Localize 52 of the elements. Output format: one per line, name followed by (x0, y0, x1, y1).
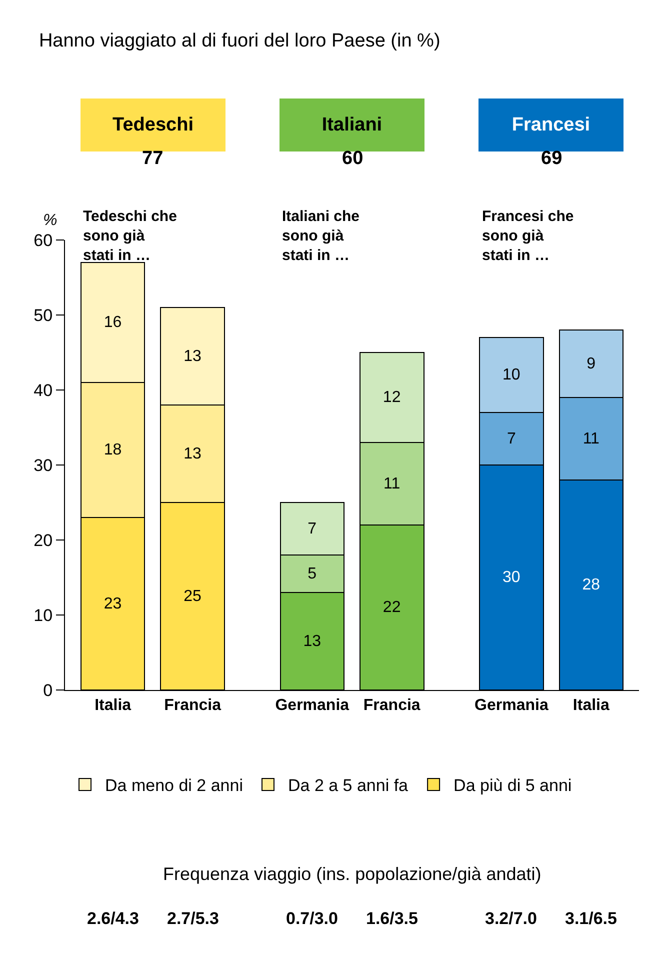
text: 1.6/3.5 (366, 909, 418, 928)
y-axis-title: % (43, 212, 58, 229)
x-tick-label: Italia (572, 697, 610, 714)
x-tick-label: Germania (275, 697, 350, 714)
legend-label: Da più di 5 anni (454, 776, 572, 796)
data-label: 13 (184, 445, 202, 462)
y-tick-label: 60 (34, 230, 53, 250)
text: 2.6/4.3 (87, 909, 139, 928)
text: 60 (342, 148, 364, 169)
data-label: 16 (104, 314, 122, 331)
data-label: 11 (384, 475, 400, 492)
x-tick-label: Italia (94, 697, 132, 714)
x-tick-label: Francia (164, 697, 222, 714)
text: 3.1/6.5 (565, 909, 617, 928)
data-label: 25 (184, 588, 202, 605)
text: 2.7/5.3 (167, 909, 219, 928)
annotation: Italiani che sono già stati in … (282, 208, 360, 264)
text: 3.2/7.0 (485, 909, 537, 928)
text: Tedeschi (112, 114, 194, 136)
data-label: 28 (582, 576, 600, 594)
data-label: 9 (586, 355, 596, 372)
y-tick-label: 10 (34, 606, 53, 625)
x-tick-label: Francia (363, 697, 420, 714)
data-label: 11 (582, 430, 600, 448)
text: 77 (142, 148, 164, 169)
y-tick-label: 50 (34, 306, 53, 325)
data-label: 23 (104, 595, 122, 612)
text: 69 (541, 148, 562, 169)
data-label: 7 (506, 430, 516, 448)
data-label: 18 (104, 442, 122, 458)
data-label: 5 (308, 565, 317, 582)
annotation: Tedeschi che sono già stati in … (83, 208, 177, 264)
text: 0.7/3.0 (286, 909, 338, 928)
y-tick-label: 20 (34, 530, 53, 550)
data-label: 30 (502, 569, 520, 586)
y-tick-label: 30 (34, 456, 53, 475)
text: Francesi (512, 114, 590, 136)
data-label: 10 (502, 366, 520, 384)
data-label: 12 (382, 389, 401, 406)
data-label: 13 (303, 632, 322, 650)
text: Frequenza viaggio (ins. popolazione/già andati) (163, 864, 542, 884)
legend-label: Da 2 a 5 anni fa (288, 776, 409, 796)
y-tick-label: 0 (43, 680, 53, 700)
data-label: 13 (184, 348, 202, 365)
text: Italiani (322, 114, 382, 136)
data-label: 22 (382, 599, 401, 616)
legend-label: Da meno di 2 anni (105, 776, 243, 796)
y-tick-label: 40 (34, 380, 53, 400)
chart-title: Hanno viaggiato al di fuori del loro Paese (in %) (38, 30, 440, 52)
x-tick-label: Germania (474, 697, 548, 714)
data-label: 7 (308, 520, 317, 538)
annotation: Francesi che sono già stati in … (482, 208, 574, 264)
